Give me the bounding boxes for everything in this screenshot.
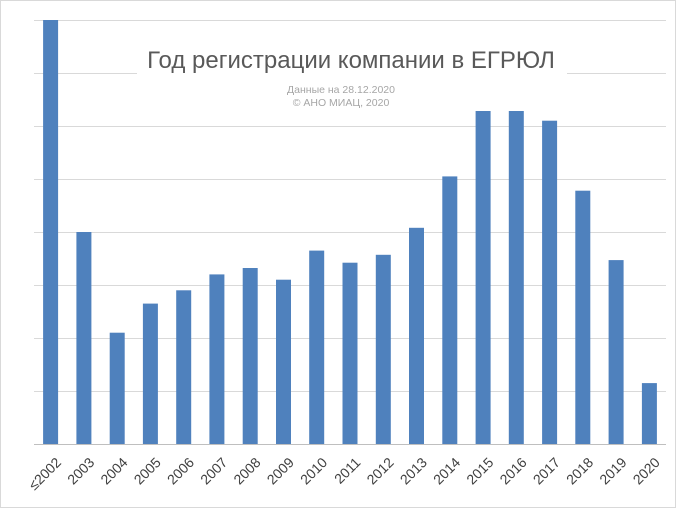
x-tick-label: ≤2002 <box>25 454 64 493</box>
bar-2013 <box>409 227 424 444</box>
bar-2005 <box>142 303 158 444</box>
bar-2019 <box>608 260 624 444</box>
x-tick-label: 2013 <box>397 454 430 487</box>
chart-title: Год регистрации компании в ЕГРЮЛ <box>147 47 555 74</box>
x-tick-label: 2015 <box>463 454 496 487</box>
x-tick-label: 2010 <box>297 454 330 487</box>
bar-≤2002 <box>43 20 59 444</box>
bar-2009 <box>276 279 291 444</box>
bar-2020 <box>641 383 657 444</box>
bar-2017 <box>542 120 558 444</box>
bar-2007 <box>209 274 225 444</box>
x-tick-label: 2011 <box>331 454 364 487</box>
x-tick-label: 2012 <box>363 454 396 487</box>
x-tick-label: 2017 <box>530 454 563 487</box>
bar-2010 <box>309 250 325 444</box>
bar-2008 <box>242 268 258 444</box>
x-tick-label: 2014 <box>430 454 463 487</box>
bar-2004 <box>109 332 125 444</box>
x-tick-label: 2018 <box>563 454 596 487</box>
bar-2014 <box>442 176 458 444</box>
x-axis-tick-labels: ≤2002 2003 2004 2005 2006 2007 2008 2009 2010 201… <box>25 454 663 493</box>
x-tick-label: 2008 <box>230 454 263 487</box>
data-date-note: Данные на 28.12.2020 <box>287 84 395 96</box>
x-tick-label: 2006 <box>164 454 197 487</box>
x-tick-label: 2009 <box>264 454 297 487</box>
copyright-note: © АНО МИАЦ, 2020 <box>293 97 390 109</box>
title-background <box>137 43 567 111</box>
bar-2011 <box>342 262 358 444</box>
x-tick-label: 2003 <box>64 454 97 487</box>
bar-2018 <box>575 190 591 444</box>
bar-2012 <box>375 254 391 444</box>
bar-2003 <box>76 232 92 444</box>
x-tick-label: 2020 <box>630 454 663 487</box>
x-tick-label: 2019 <box>596 454 629 487</box>
x-tick-label: 2005 <box>131 454 164 487</box>
bar-2015 <box>475 93 491 444</box>
bar-2006 <box>176 290 192 444</box>
x-tick-label: 2007 <box>197 454 230 487</box>
bar-2016 <box>508 108 524 444</box>
x-tick-label: 2016 <box>496 454 529 487</box>
x-tick-label: 2004 <box>97 454 130 487</box>
bars <box>43 20 657 444</box>
